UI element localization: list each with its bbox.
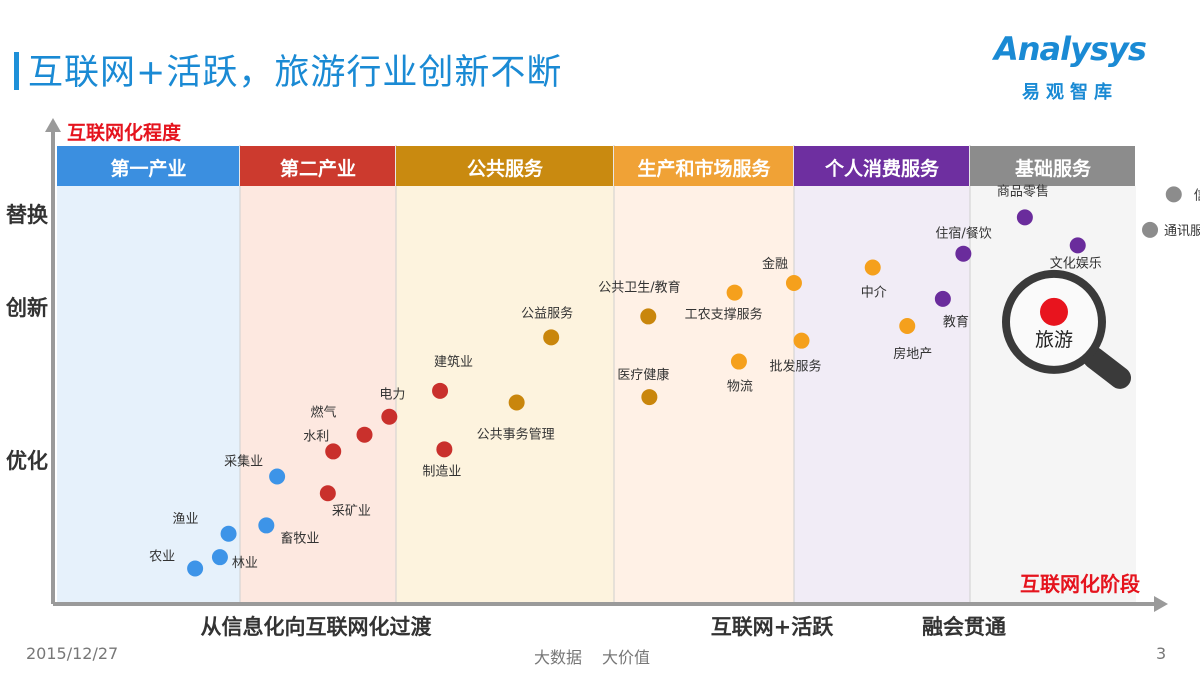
analysys-logo: Analysys 易观智库 <box>994 30 1174 110</box>
band-5 <box>794 186 970 604</box>
data-point <box>543 329 560 346</box>
data-point-label: 批发服务 <box>770 359 822 375</box>
magnifier-handle <box>1082 346 1131 389</box>
x-axis-arrow <box>1154 596 1168 612</box>
footer-slogan-1: 大数据 <box>534 648 583 667</box>
category-header-1 <box>57 146 239 186</box>
data-point-label: 医疗健康 <box>617 367 669 383</box>
highlight-label: 旅游 <box>1035 329 1073 351</box>
data-point-label: 房地产 <box>893 346 932 362</box>
logo-wordmark: Analysys <box>994 30 1147 68</box>
data-point <box>269 468 286 485</box>
data-point <box>1165 186 1182 203</box>
data-point <box>955 245 972 262</box>
data-point-label: 商品零售 <box>997 183 1049 199</box>
category-header-6 <box>970 146 1135 186</box>
footer-date: 2015/12/27 <box>26 644 119 663</box>
data-point <box>785 274 802 291</box>
data-point <box>641 389 658 406</box>
data-point-label: 水利 <box>303 429 329 444</box>
data-point-label: 中介 <box>861 286 887 301</box>
band-1 <box>57 186 240 604</box>
data-point-label: 制造业 <box>422 464 461 479</box>
data-point <box>1142 221 1159 238</box>
data-point <box>1069 237 1086 254</box>
data-point <box>220 525 237 542</box>
data-point <box>381 408 398 425</box>
category-header-5 <box>794 146 969 186</box>
data-point-label: 畜牧业 <box>280 530 319 546</box>
data-point <box>726 284 743 301</box>
band-4 <box>614 186 794 604</box>
y-level-label: 替换 <box>6 203 49 227</box>
data-point-label: 渔业 <box>173 512 199 527</box>
footer-slogan-2: 大价值 <box>602 648 651 667</box>
highlight-point <box>1039 297 1068 326</box>
y-axis-title: 互联网化程度 <box>67 121 182 144</box>
data-point <box>1016 209 1033 226</box>
data-point-label: 文化娱乐 <box>1050 256 1102 271</box>
data-point <box>730 353 747 370</box>
category-header-label: 个人消费服务 <box>824 157 940 180</box>
data-point <box>899 318 916 335</box>
data-point-label: 公共卫生/教育 <box>598 279 680 295</box>
band-3 <box>396 186 614 604</box>
title-accent-bar <box>14 52 19 90</box>
x-stage-label: 融会贯通 <box>922 615 1006 639</box>
data-point <box>325 443 342 460</box>
data-point <box>187 560 204 577</box>
data-point-label: 公益服务 <box>521 305 573 321</box>
category-header-label: 公共服务 <box>467 157 544 180</box>
data-point-label: 信息服务 <box>1194 187 1200 203</box>
x-axis-title: 互联网化阶段 <box>1020 572 1140 596</box>
data-point-label: 采集业 <box>224 454 263 470</box>
data-point-label: 建筑业 <box>434 354 473 370</box>
data-point <box>319 485 336 502</box>
data-point-label: 工农支撑服务 <box>685 307 763 323</box>
category-header-label: 第一产业 <box>110 157 186 180</box>
data-point-label: 金融 <box>762 256 788 272</box>
page-title: 互联网+活跃，旅游行业创新不断 <box>28 53 563 93</box>
data-point <box>934 290 951 307</box>
data-point <box>640 308 657 325</box>
logo-subtitle: 易观智库 <box>1022 82 1118 103</box>
data-point <box>432 382 449 399</box>
category-header-4 <box>614 146 793 186</box>
category-header-3 <box>396 146 613 186</box>
category-header-label: 基础服务 <box>1014 157 1092 180</box>
y-level-label: 优化 <box>6 449 48 473</box>
data-point-label: 教育 <box>943 314 969 330</box>
data-point <box>793 332 810 349</box>
data-point-label: 电力 <box>379 388 405 403</box>
data-point-label: 物流 <box>727 380 753 395</box>
y-axis-arrow <box>45 118 61 132</box>
data-point-label: 燃气 <box>310 405 336 421</box>
data-point <box>258 517 275 534</box>
band-6 <box>970 186 1136 604</box>
data-point <box>864 259 881 276</box>
page-number: 3 <box>1156 644 1167 663</box>
data-point-label: 农业 <box>149 549 175 564</box>
footer-slogan: 大数据 大价值 <box>534 644 670 668</box>
category-header-2 <box>240 146 395 186</box>
data-point-label: 住宿/餐饮 <box>935 226 991 242</box>
data-point-label: 公共事务管理 <box>477 427 555 443</box>
y-level-label: 创新 <box>5 296 48 320</box>
x-stage-label: 互联网+活跃 <box>711 615 835 639</box>
data-point <box>356 426 373 443</box>
x-stage-label: 从信息化向互联网化过渡 <box>201 615 433 639</box>
data-point <box>508 394 525 411</box>
data-point-label: 通讯服务 <box>1164 223 1200 239</box>
data-point <box>211 549 228 566</box>
data-point-label: 林业 <box>232 556 258 571</box>
category-header-label: 生产和市场服务 <box>637 157 771 180</box>
category-header-label: 第二产业 <box>280 157 356 180</box>
band-2 <box>240 186 396 604</box>
data-point-label: 采矿业 <box>332 504 371 519</box>
data-point <box>436 441 453 458</box>
